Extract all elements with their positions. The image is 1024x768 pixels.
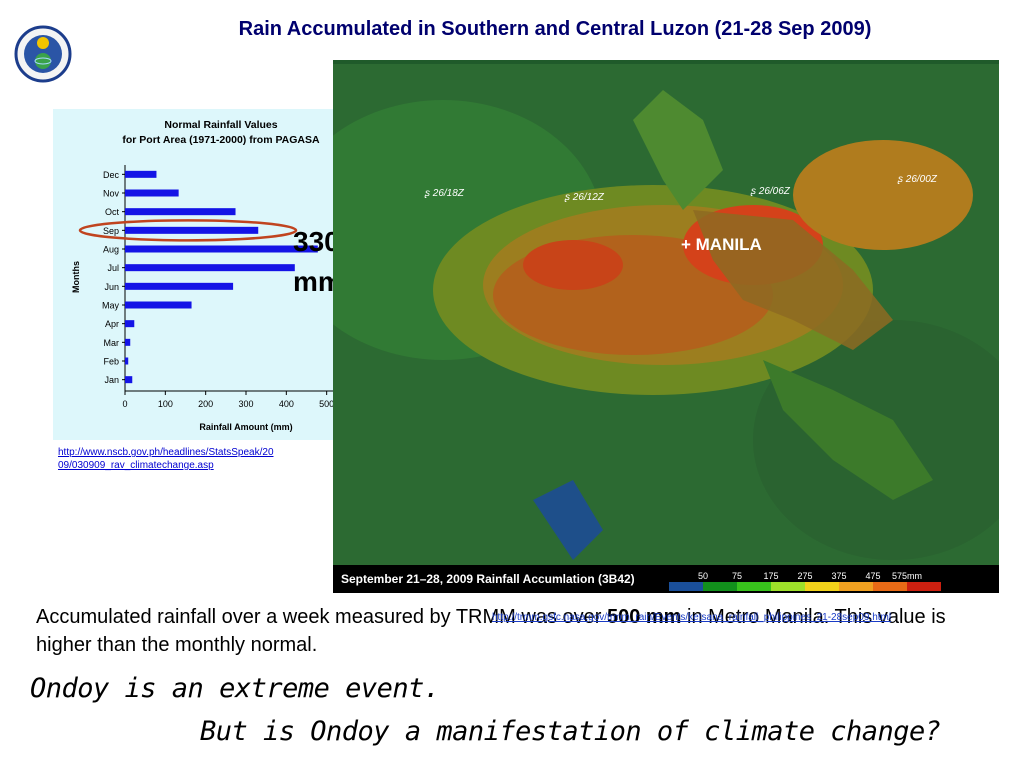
agency-seal-icon bbox=[14, 14, 72, 94]
legend-label: 275 bbox=[797, 571, 812, 581]
chart-title: Normal Rainfall Values bbox=[164, 119, 277, 131]
map-border bbox=[333, 60, 999, 64]
caption-before: Accumulated rainfall over a week measure… bbox=[36, 606, 607, 628]
y-tick-label-jan: Jan bbox=[104, 375, 119, 385]
city-label-manila: + MANILA bbox=[681, 235, 762, 254]
bar-jun bbox=[125, 282, 234, 290]
luzon-landmass bbox=[693, 210, 893, 350]
bar-mar bbox=[125, 338, 131, 346]
y-tick-label-may: May bbox=[102, 301, 120, 311]
x-tick-label: 100 bbox=[158, 399, 173, 409]
conclusion-line-2: But is Ondoy a manifestation of climate … bbox=[200, 716, 941, 747]
caption-bold: 500 mm bbox=[606, 606, 682, 628]
legend-swatch bbox=[771, 582, 805, 591]
y-tick-label-apr: Apr bbox=[105, 319, 119, 329]
conclusion-line-1: Ondoy is an extreme event. bbox=[30, 673, 440, 704]
y-tick-label-oct: Oct bbox=[105, 207, 120, 217]
storm-label: ʂ 26/12Z bbox=[564, 192, 605, 203]
y-axis-label: Months bbox=[71, 261, 81, 293]
legend-swatch bbox=[703, 582, 737, 591]
legend-swatch bbox=[737, 582, 771, 591]
legend-label: 575mm bbox=[892, 571, 922, 581]
y-tick-label-jul: Jul bbox=[107, 263, 119, 273]
slide-title: Rain Accumulated in Southern and Central… bbox=[238, 18, 872, 40]
legend-swatch bbox=[839, 582, 873, 591]
legend-swatch bbox=[907, 582, 941, 591]
bar-nov bbox=[125, 189, 179, 197]
legend-label: 175 bbox=[763, 571, 778, 581]
bar-may bbox=[125, 301, 192, 309]
legend-swatch bbox=[873, 582, 907, 591]
legend-label: 75 bbox=[732, 571, 742, 581]
storm-label: ʂ 26/00Z bbox=[897, 174, 938, 185]
map-region bbox=[533, 480, 603, 560]
legend-swatch bbox=[805, 582, 839, 591]
x-tick-label: 300 bbox=[238, 399, 253, 409]
storm-label: ʂ 26/18Z bbox=[424, 188, 465, 199]
bar-sep bbox=[125, 226, 259, 234]
bar-oct bbox=[125, 208, 236, 216]
x-tick-label: 500 bbox=[319, 399, 334, 409]
legend-label: 475 bbox=[865, 571, 880, 581]
x-tick-label: 200 bbox=[198, 399, 213, 409]
source-link-trmm[interactable]: http://trmm.gsfc.nasa.gov/trmm_rain/Even… bbox=[492, 612, 892, 623]
map-region bbox=[793, 140, 973, 250]
legend-label: 375 bbox=[831, 571, 846, 581]
y-tick-label-mar: Mar bbox=[104, 338, 120, 348]
bar-jan bbox=[125, 376, 133, 384]
storm-label: ʂ 26/06Z bbox=[750, 186, 791, 197]
chart-subtitle: for Port Area (1971-2000) from PAGASA bbox=[122, 134, 320, 146]
bar-aug bbox=[125, 245, 318, 253]
bar-dec bbox=[125, 170, 157, 178]
bar-jul bbox=[125, 264, 295, 272]
storm-track-labels: ʂ 26/18Z ʂ 26/12Z ʂ 26/06Z ʂ 26/00Z bbox=[424, 174, 938, 203]
map-legend: 50 75 175 275 375 475 575mm bbox=[669, 571, 941, 591]
y-tick-label-aug: Aug bbox=[103, 245, 119, 255]
y-tick-label-nov: Nov bbox=[103, 189, 120, 199]
y-tick-label-sep: Sep bbox=[103, 226, 119, 236]
visayas-landmass bbox=[763, 360, 933, 500]
caption-text: Accumulated rainfall over a week measure… bbox=[36, 603, 996, 659]
rainfall-map: ʂ 26/18Z ʂ 26/12Z ʂ 26/06Z ʂ 26/00Z + MANIL… bbox=[283, 60, 1024, 593]
y-tick-label-feb: Feb bbox=[103, 357, 119, 367]
map-caption: September 21–28, 2009 Rainfall Accumlati… bbox=[341, 572, 635, 586]
caption-after: in Metro Manila. This value is higher th… bbox=[36, 606, 946, 656]
bar-apr bbox=[125, 320, 135, 328]
sep-highlight-ellipse bbox=[78, 219, 298, 242]
rainfall-maximum bbox=[523, 240, 623, 290]
x-tick-label: 0 bbox=[122, 399, 127, 409]
y-tick-label-jun: Jun bbox=[104, 282, 119, 292]
x-tick-label: 400 bbox=[279, 399, 294, 409]
legend-swatch bbox=[669, 582, 703, 591]
legend-label: 50 bbox=[698, 571, 708, 581]
luzon-landmass bbox=[633, 90, 723, 210]
y-tick-label-dec: Dec bbox=[103, 170, 120, 180]
bar-feb bbox=[125, 357, 129, 365]
x-axis-label: Rainfall Amount (mm) bbox=[199, 422, 292, 432]
source-link-nscb[interactable]: http://www.nscb.gov.ph/headlines/StatsSp… bbox=[58, 447, 274, 471]
